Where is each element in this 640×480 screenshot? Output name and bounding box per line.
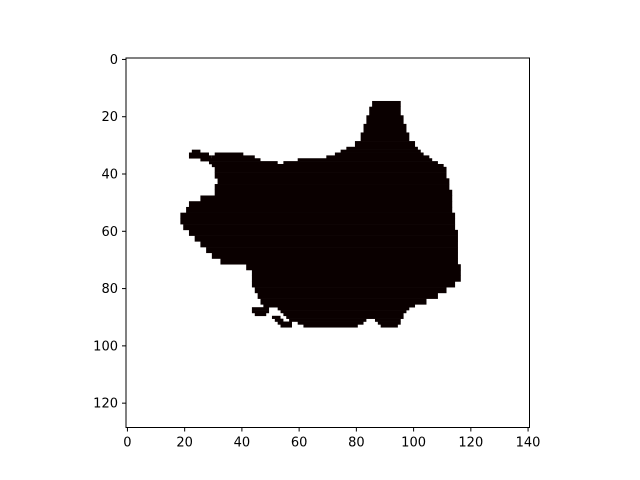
mask-pixel-run (334, 152, 424, 156)
mask-pixel-run (271, 315, 281, 319)
mask-pixel-run (297, 321, 364, 325)
mask-pixel-run (217, 178, 450, 185)
mask-pixel-run (377, 321, 401, 325)
mask-pixel-run (214, 189, 453, 196)
mask-pixel-run (200, 158, 261, 162)
y-tick-label: 0 (110, 53, 118, 68)
mask-pixel-run (374, 318, 401, 322)
mask-pixel-run (251, 310, 270, 314)
mask-pixel-run (251, 307, 270, 311)
x-tick-label: 120 (458, 436, 483, 451)
mask-pixel-run (372, 100, 401, 107)
mask-pixel-run (251, 281, 456, 288)
mask-image (180, 100, 461, 328)
y-tick-label: 20 (101, 110, 118, 125)
y-axis: 0 20 40 60 80 100 120 (93, 53, 126, 412)
mask-pixel-run (214, 166, 447, 173)
mask-pixel-run (289, 318, 367, 322)
mask-pixel-run (303, 324, 358, 328)
x-tick-label: 0 (123, 436, 131, 451)
y-tick-label: 40 (101, 168, 118, 183)
mask-pixel-run (283, 161, 438, 165)
x-tick-label: 140 (516, 436, 541, 451)
mask-pixel-run (214, 172, 447, 179)
mask-pixel-run (191, 149, 201, 153)
mask-pixel-run (277, 307, 410, 311)
mask-pixel-run (280, 324, 292, 328)
mask-pixel-run (194, 235, 458, 242)
mask-pixel-run (286, 315, 404, 319)
x-tick-label: 80 (348, 436, 365, 451)
mask-pixel-run (220, 258, 458, 265)
mask-pixel-run (254, 312, 267, 317)
axes-frame (125, 57, 530, 428)
mask-pixel-run (354, 141, 416, 148)
mask-pixel-run (363, 123, 407, 133)
x-tick-label: 20 (176, 436, 193, 451)
mask-pixel-run (366, 115, 404, 125)
mask-pixel-run (346, 146, 418, 150)
mask-pixel-run (208, 161, 278, 165)
mask-pixel-run (206, 247, 458, 254)
mask-pixel-run (188, 155, 212, 159)
mask-pixel-run (188, 229, 458, 236)
mask-pixel-run (274, 318, 284, 322)
mask-pixel-run (211, 252, 458, 259)
y-tick-label: 120 (93, 397, 118, 412)
mask-pixel-run (246, 264, 461, 271)
x-tick-label: 100 (401, 436, 426, 451)
mask-pixel-run (260, 298, 427, 305)
mask-pixel-run (188, 152, 209, 156)
mask-pixel-run (297, 158, 433, 162)
mask-pixel-run (340, 149, 421, 153)
mask-pixel-run (257, 292, 438, 299)
mask-pixel-run (277, 321, 292, 325)
mask-pixel-run (214, 184, 450, 191)
mask-pixel-run (280, 310, 407, 314)
x-axis: 0 20 40 60 80 100 120 140 (123, 427, 541, 451)
mask-pixel-run (251, 275, 461, 282)
mask-pixel-run (200, 195, 453, 202)
mask-pixel-run (369, 106, 401, 116)
mask-pixel-run (188, 201, 453, 208)
y-tick-label: 100 (93, 339, 118, 354)
mask-pixel-run (180, 218, 456, 225)
mask-pixel-run (251, 269, 461, 276)
x-tick-label: 60 (291, 436, 308, 451)
mask-pixel-run (211, 155, 255, 159)
mask-pixel-run (263, 304, 416, 308)
x-tick-label: 40 (234, 436, 251, 451)
y-tick-label: 60 (101, 225, 118, 240)
y-tick-label: 80 (101, 282, 118, 297)
mask-pixel-run (380, 324, 398, 328)
mask-pixel-run (183, 224, 456, 231)
mask-pixel-run (200, 241, 458, 248)
mask-pixel-run (360, 132, 410, 142)
mask-pixel-run (180, 212, 456, 219)
mask-pixel-run (186, 206, 453, 213)
mask-pixel-run (326, 155, 430, 159)
mask-pixel-run (214, 152, 244, 156)
mask-pixel-run (211, 163, 444, 168)
mask-pixel-run (283, 312, 404, 317)
mask-pixel-run (254, 287, 447, 294)
